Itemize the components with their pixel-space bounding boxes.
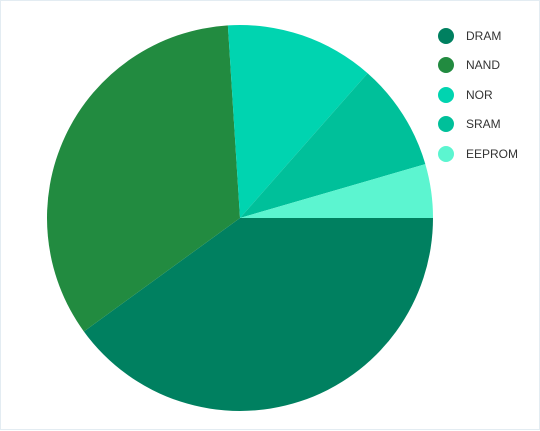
pie-slice-nand[interactable] — [47, 25, 241, 332]
legend-swatch-dram — [438, 27, 454, 44]
legend-label-nor: NOR — [466, 87, 493, 102]
legend: DRAM NAND NOR SRAM EEPROM — [438, 21, 518, 169]
legend-item-nor[interactable]: NOR — [438, 80, 518, 110]
pie-slice-eeprom[interactable] — [240, 164, 434, 218]
legend-item-dram[interactable]: DRAM — [438, 21, 518, 51]
legend-label-sram: SRAM — [466, 117, 501, 132]
legend-swatch-sram — [438, 116, 454, 133]
legend-label-eeprom: EEPROM — [466, 146, 519, 161]
legend-item-nand[interactable]: NAND — [438, 51, 518, 81]
legend-label-nand: NAND — [466, 58, 501, 73]
legend-swatch-nor — [438, 86, 454, 103]
legend-swatch-eeprom — [438, 145, 454, 162]
legend-item-sram[interactable]: SRAM — [438, 110, 518, 140]
pie-slice-nor[interactable] — [227, 24, 368, 219]
pie-slice-dram[interactable] — [83, 218, 434, 411]
legend-swatch-nand — [438, 57, 454, 74]
legend-item-eeprom[interactable]: EEPROM — [438, 139, 518, 169]
legend-label-dram: DRAM — [466, 28, 502, 43]
pie-slice-sram[interactable] — [240, 73, 426, 218]
